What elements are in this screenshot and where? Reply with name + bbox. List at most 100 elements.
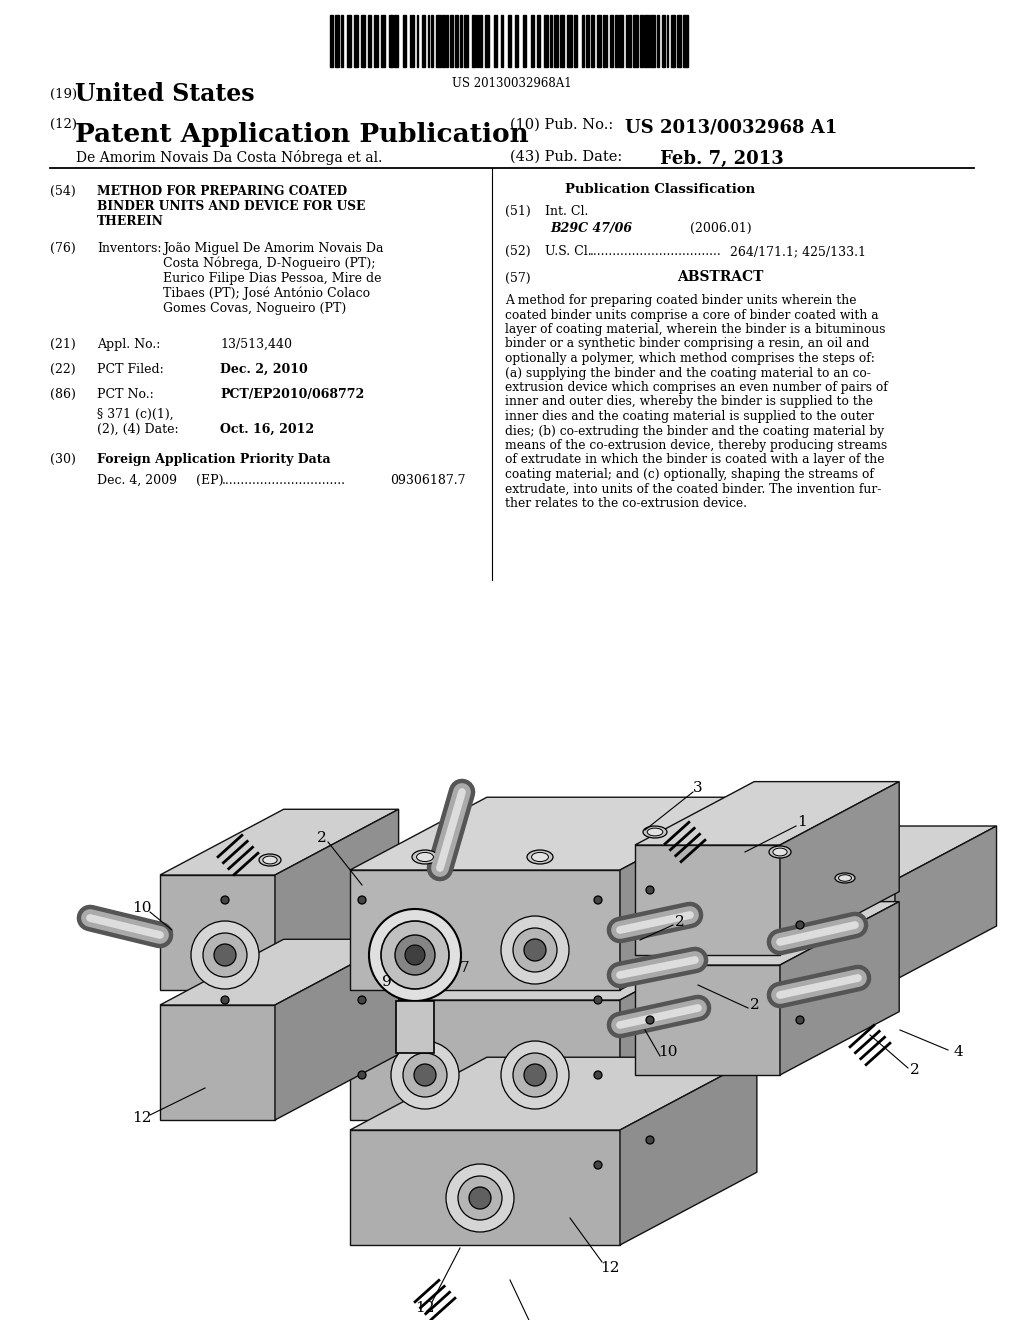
Bar (422, 15, 425, 67)
Text: Foreign Application Priority Data: Foreign Application Priority Data (97, 453, 331, 466)
Bar (550, 15, 552, 67)
Bar (644, 15, 649, 67)
Polygon shape (160, 940, 398, 1005)
Bar (657, 15, 659, 67)
Ellipse shape (417, 853, 433, 862)
Text: Patent Application Publication: Patent Application Publication (75, 121, 528, 147)
Text: (76): (76) (50, 242, 76, 255)
Circle shape (594, 896, 602, 904)
Text: Int. Cl.: Int. Cl. (545, 205, 589, 218)
Circle shape (369, 909, 461, 1001)
Text: Oct. 16, 2012: Oct. 16, 2012 (220, 422, 314, 436)
Bar (368, 15, 371, 67)
Text: 4: 4 (953, 1045, 963, 1059)
Polygon shape (350, 870, 620, 990)
Ellipse shape (769, 846, 791, 858)
Bar (375, 15, 376, 67)
Bar (671, 15, 675, 67)
Text: 12: 12 (132, 1111, 152, 1125)
Bar (428, 15, 429, 67)
Circle shape (594, 997, 602, 1005)
Bar (582, 15, 584, 67)
Text: METHOD FOR PREPARING COATED: METHOD FOR PREPARING COATED (97, 185, 347, 198)
Polygon shape (350, 1057, 757, 1130)
Text: Gomes Covas, Nogueiro (PT): Gomes Covas, Nogueiro (PT) (163, 302, 346, 315)
Text: (30): (30) (50, 453, 76, 466)
Circle shape (524, 1064, 546, 1086)
Circle shape (381, 921, 449, 989)
Circle shape (513, 928, 557, 972)
Bar (472, 15, 475, 67)
Bar (354, 15, 358, 67)
Bar (530, 15, 534, 67)
Text: (51): (51) (505, 205, 530, 218)
Ellipse shape (643, 826, 667, 838)
Text: Appl. No.:: Appl. No.: (97, 338, 161, 351)
Circle shape (414, 1064, 436, 1086)
Circle shape (646, 1016, 654, 1024)
Text: extrusion device which comprises an even number of pairs of: extrusion device which comprises an even… (505, 381, 888, 393)
Text: De Amorim Novais Da Costa Nóbrega et al.: De Amorim Novais Da Costa Nóbrega et al. (76, 150, 382, 165)
Text: (21): (21) (50, 338, 76, 351)
Bar (554, 15, 558, 67)
Circle shape (403, 1053, 447, 1097)
Text: Eurico Filipe Dias Pessoa, Mire de: Eurico Filipe Dias Pessoa, Mire de (163, 272, 382, 285)
Text: Costa Nóbrega, D-Nogueiro (PT);: Costa Nóbrega, D-Nogueiro (PT); (163, 257, 376, 271)
Text: 2: 2 (675, 915, 685, 929)
Bar (417, 15, 418, 67)
Ellipse shape (263, 857, 278, 863)
Circle shape (395, 935, 435, 975)
Circle shape (501, 1041, 569, 1109)
Bar (633, 15, 638, 67)
Bar (538, 15, 540, 67)
Bar (606, 15, 607, 67)
Polygon shape (620, 1057, 757, 1245)
Text: United States: United States (75, 82, 255, 106)
Polygon shape (795, 880, 895, 979)
Text: THEREIN: THEREIN (97, 215, 164, 228)
Text: Tibaes (PT); José António Colaco: Tibaes (PT); José António Colaco (163, 286, 370, 301)
Text: (43) Pub. Date:: (43) Pub. Date: (510, 150, 623, 164)
Text: Inventors:: Inventors: (97, 242, 162, 255)
Polygon shape (350, 797, 757, 870)
Text: (a) supplying the binder and the coating material to an co-: (a) supplying the binder and the coating… (505, 367, 870, 380)
Text: ................................: ................................ (222, 474, 346, 487)
Polygon shape (620, 927, 757, 1119)
Text: PCT No.:: PCT No.: (97, 388, 154, 401)
Circle shape (458, 1176, 502, 1220)
Polygon shape (635, 965, 780, 1074)
Bar (544, 15, 548, 67)
Circle shape (594, 1162, 602, 1170)
Ellipse shape (835, 873, 855, 883)
Text: (57): (57) (505, 272, 530, 285)
Bar (567, 15, 571, 67)
Bar (460, 15, 462, 67)
Text: 1: 1 (797, 814, 807, 829)
Circle shape (358, 1071, 366, 1078)
Circle shape (513, 1053, 557, 1097)
Bar (627, 15, 628, 67)
Text: 2: 2 (317, 832, 327, 845)
Text: § 371 (c)(1),: § 371 (c)(1), (97, 408, 174, 421)
Ellipse shape (527, 850, 553, 865)
Text: optionally a polymer, which method comprises the steps of:: optionally a polymer, which method compr… (505, 352, 874, 366)
Bar (494, 15, 498, 67)
Circle shape (391, 1041, 459, 1109)
Circle shape (221, 896, 229, 904)
Text: 2: 2 (751, 998, 760, 1012)
Bar (450, 15, 453, 67)
Bar (335, 15, 339, 67)
Polygon shape (780, 902, 899, 1074)
Bar (476, 15, 477, 67)
Circle shape (221, 997, 229, 1005)
Text: João Miguel De Amorim Novais Da: João Miguel De Amorim Novais Da (163, 242, 384, 255)
Polygon shape (895, 826, 996, 979)
Bar (501, 15, 503, 67)
Ellipse shape (531, 853, 549, 862)
Text: Dec. 4, 2009: Dec. 4, 2009 (97, 474, 177, 487)
Bar (591, 15, 594, 67)
Text: (12): (12) (50, 117, 77, 131)
Bar (640, 15, 643, 67)
Ellipse shape (259, 854, 281, 866)
Text: means of the co-extrusion device, thereby producing streams: means of the co-extrusion device, thereb… (505, 440, 887, 451)
